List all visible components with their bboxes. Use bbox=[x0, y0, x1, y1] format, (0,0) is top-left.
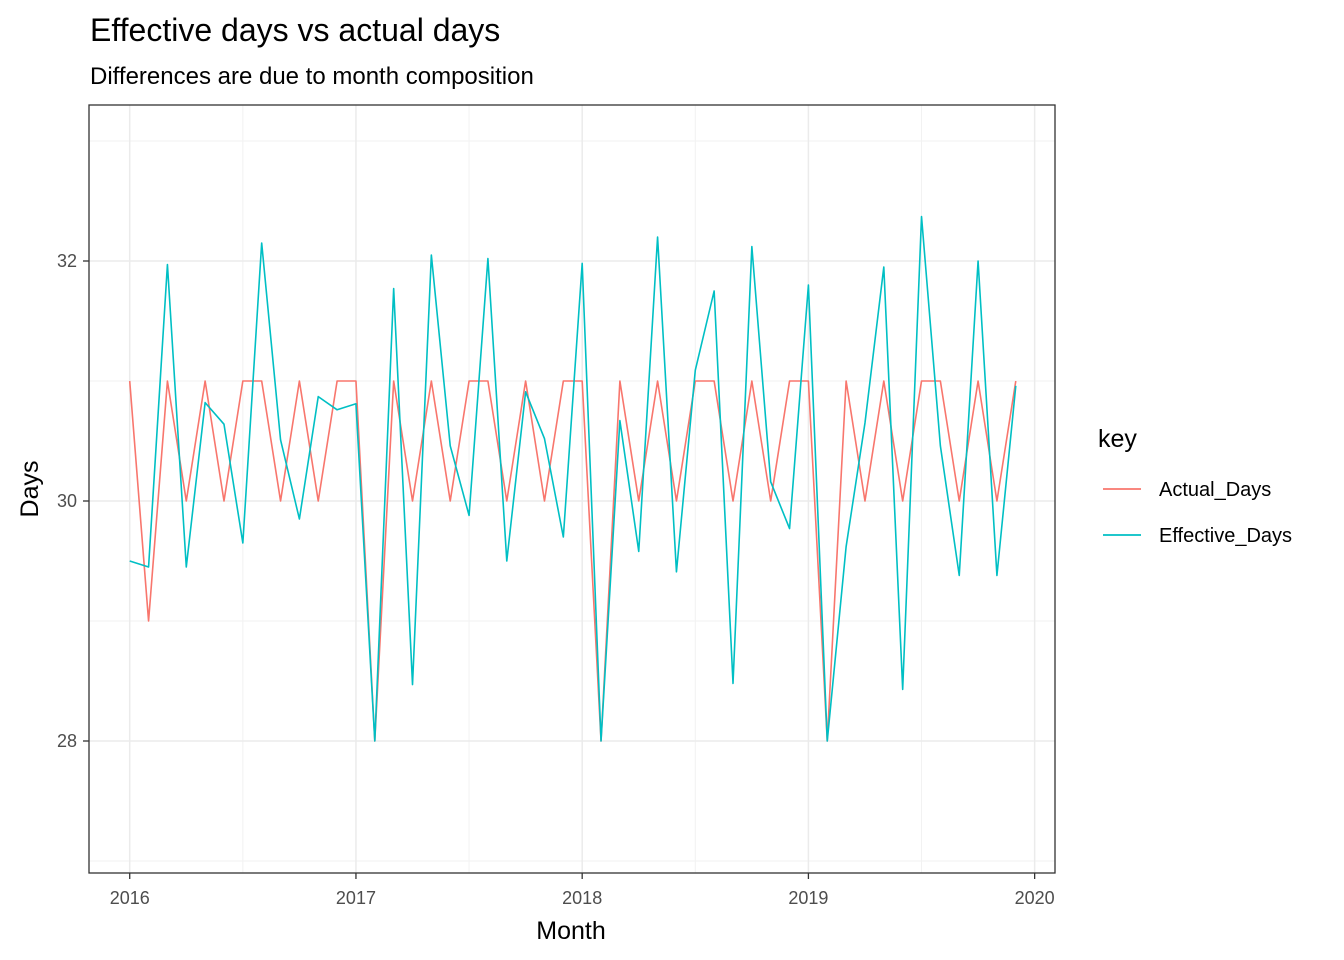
x-tick-label: 2017 bbox=[336, 888, 376, 908]
y-tick-label: 30 bbox=[57, 491, 77, 511]
series-lines bbox=[128, 215, 1017, 742]
x-tick-label: 2020 bbox=[1015, 888, 1055, 908]
plot-panel-border bbox=[88, 104, 1056, 874]
y-tick-label: 28 bbox=[57, 731, 77, 751]
series-line-effective-days bbox=[129, 215, 1017, 742]
chart-subtitle: Differences are due to month composition bbox=[90, 63, 534, 90]
x-tick-label: 2018 bbox=[562, 888, 602, 908]
x-tick-label: 2019 bbox=[788, 888, 828, 908]
legend: key Actual_Days Effective_Days bbox=[1098, 425, 1292, 547]
x-tick-label: 2016 bbox=[110, 888, 150, 908]
y-axis-title: Days bbox=[16, 461, 44, 518]
x-axis-title: Month bbox=[536, 917, 605, 945]
legend-label-actual-days: Actual_Days bbox=[1159, 479, 1271, 501]
x-axis: 2016 2017 2018 2019 2020 bbox=[110, 873, 1055, 908]
legend-title: key bbox=[1098, 425, 1137, 453]
legend-label-effective-days: Effective_Days bbox=[1159, 525, 1292, 547]
series-line-actual-days bbox=[128, 380, 1017, 742]
y-tick-label: 32 bbox=[57, 251, 77, 271]
chart-title: Effective days vs actual days bbox=[90, 12, 500, 48]
y-axis: 28 30 32 bbox=[57, 251, 89, 751]
